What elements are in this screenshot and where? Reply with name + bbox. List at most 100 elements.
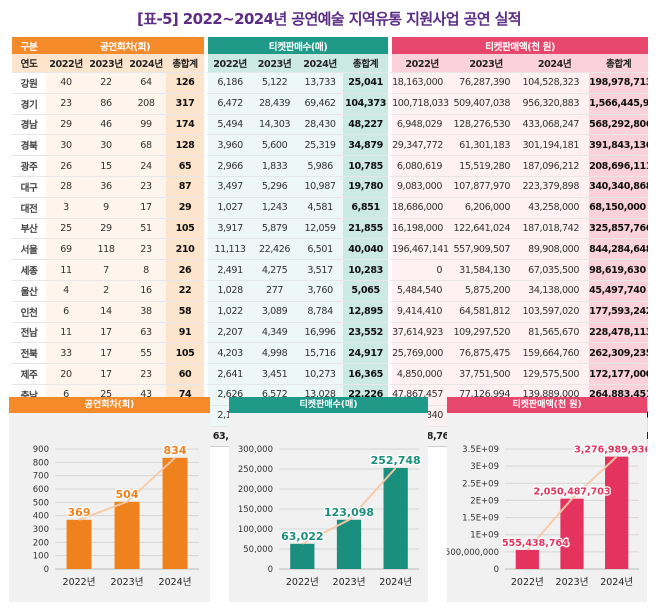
- table-cell: 568,292,806: [589, 114, 649, 136]
- table-cell: 19,780: [343, 176, 389, 198]
- region-label: 전남: [12, 322, 46, 344]
- region-label: 제주: [12, 364, 46, 385]
- chart-panel-shows: 공연회차(회) 0 100 200 300 400 500 600 700 800 900 2022…: [9, 397, 210, 602]
- y-tick-label: 3.5E+09: [462, 445, 499, 455]
- table-cell: 4: [46, 280, 86, 302]
- table-cell: 105: [166, 218, 205, 240]
- table-cell: 9: [86, 197, 126, 219]
- chart-panel-tickets: 티켓판매수(매) 0 50,000 100,000 150,000 200,000 250…: [229, 397, 428, 602]
- sub-header-row: 연도 2022년 2023년 2024년 총합계 2022년 2023년 202…: [12, 54, 649, 73]
- table-cell: 23,552: [343, 322, 389, 344]
- region-label: 대구: [12, 176, 46, 198]
- table-cell: 61,301,183: [452, 135, 521, 157]
- table-cell: 12,895: [343, 301, 389, 323]
- table-cell: 340,340,868: [589, 176, 649, 198]
- y-tick-label: 500,000,000: [447, 548, 499, 558]
- table-cell: 1,833: [252, 156, 298, 177]
- data-label: 3,276,989,936: [574, 445, 647, 456]
- y-tick-label: 200: [33, 538, 49, 548]
- sub-header-cell: 2024년: [520, 54, 590, 73]
- table-cell: 11: [46, 322, 86, 344]
- table-row: 광주 26 15 24 65 2,966 1,833 5,986 10,785 6,080,619…: [12, 156, 649, 177]
- table-cell: 68,150,000: [589, 197, 649, 219]
- table-cell: 65: [166, 156, 205, 177]
- table-cell: 6,501: [297, 239, 344, 261]
- region-label: 인천: [12, 301, 46, 323]
- table-cell: 37,614,923: [388, 322, 453, 344]
- y-tick-label: 100,000: [238, 525, 273, 535]
- region-label: 광주: [12, 156, 46, 177]
- table-cell: 6,080,619: [388, 156, 453, 177]
- table-cell: 22: [166, 280, 205, 302]
- table-row: 전남 11 17 63 91 2,207 4,349 16,996 23,552 37,614,9…: [12, 322, 649, 344]
- y-tick-label: 1E+09: [470, 531, 499, 541]
- table-cell: 177,593,242: [589, 301, 649, 323]
- table-cell: 23: [126, 364, 166, 385]
- x-tick-label: 2024년: [600, 577, 633, 588]
- table-cell: 20: [46, 364, 86, 385]
- table-cell: 87: [166, 176, 205, 198]
- table-cell: 14,303: [252, 114, 298, 136]
- table-cell: 3: [46, 197, 86, 219]
- table-cell: 277: [252, 280, 298, 302]
- table-cell: 64,581,812: [452, 301, 521, 323]
- table-row: 경기 23 86 208 317 6,472 28,439 69,462 104,373 100,…: [12, 93, 649, 115]
- y-tick-label: 0: [268, 565, 273, 575]
- table-cell: 208,696,111: [589, 156, 649, 177]
- table-cell: 159,664,760: [520, 343, 590, 365]
- bar: [383, 467, 408, 569]
- table-cell: 9,083,000: [388, 176, 453, 198]
- y-tick-label: 200,000: [238, 485, 273, 495]
- trend-line: [301, 467, 397, 545]
- data-label: 504: [116, 488, 139, 501]
- table-cell: 3,960: [204, 135, 253, 157]
- table-cell: 68: [126, 135, 166, 157]
- y-tick-label: 150,000: [238, 505, 273, 515]
- sub-header-cell: 2023년: [452, 54, 521, 73]
- table-cell: 5,986: [297, 156, 344, 177]
- group-header-label: 구분: [12, 37, 46, 54]
- table-cell: 3,760: [297, 280, 344, 302]
- bar: [162, 457, 188, 569]
- table-cell: 128,276,530: [452, 114, 521, 136]
- sub-header-cell: 총합계: [589, 54, 649, 73]
- group-header-row: 구분 공연회차(회) 티켓판매수(매) 티켓판매액(천 원): [12, 37, 649, 54]
- table-cell: 3,089: [252, 301, 298, 323]
- data-label: 2,050,487,703: [534, 487, 611, 498]
- table-cell: 16,996: [297, 322, 344, 344]
- table-cell: 6,851: [343, 197, 389, 219]
- table-cell: 29: [166, 197, 205, 219]
- table-cell: 317: [166, 93, 205, 115]
- table-cell: 30: [46, 135, 86, 157]
- table-cell: 262,309,235: [589, 343, 649, 365]
- table-cell: 48,227: [343, 114, 389, 136]
- table-cell: 109,297,520: [452, 322, 521, 344]
- table-cell: 198,978,713: [589, 73, 649, 94]
- table-cell: 104,528,323: [520, 73, 590, 94]
- table-cell: 28: [46, 176, 86, 198]
- y-tick-label: 0: [494, 565, 499, 575]
- table-cell: 174: [166, 114, 205, 136]
- table-cell: 6: [46, 301, 86, 323]
- sub-header-cell: 2024년: [297, 54, 344, 73]
- table-row: 전북 33 17 55 105 4,203 4,998 15,716 24,917 25,769,…: [12, 343, 649, 365]
- table-cell: 6,206,000: [452, 197, 521, 219]
- table-cell: 29,347,772: [388, 135, 453, 157]
- table-cell: 60: [166, 364, 205, 385]
- table-cell: 2,491: [204, 260, 253, 281]
- table-cell: 10,283: [343, 260, 389, 281]
- table-cell: 5,879: [252, 218, 298, 240]
- table-cell: 40: [46, 73, 86, 94]
- y-tick-label: 2E+09: [470, 496, 499, 506]
- table-cell: 23: [126, 239, 166, 261]
- table-cell: 4,203: [204, 343, 253, 365]
- table-cell: 129,575,500: [520, 364, 590, 385]
- table-cell: 69,462: [297, 93, 344, 115]
- table-cell: 24: [126, 156, 166, 177]
- table-cell: 105: [166, 343, 205, 365]
- table-cell: 210: [166, 239, 205, 261]
- table-cell: 18,686,000: [388, 197, 453, 219]
- table-cell: 4,581: [297, 197, 344, 219]
- table-cell: 25: [46, 218, 86, 240]
- table-cell: 76,287,390: [452, 73, 521, 94]
